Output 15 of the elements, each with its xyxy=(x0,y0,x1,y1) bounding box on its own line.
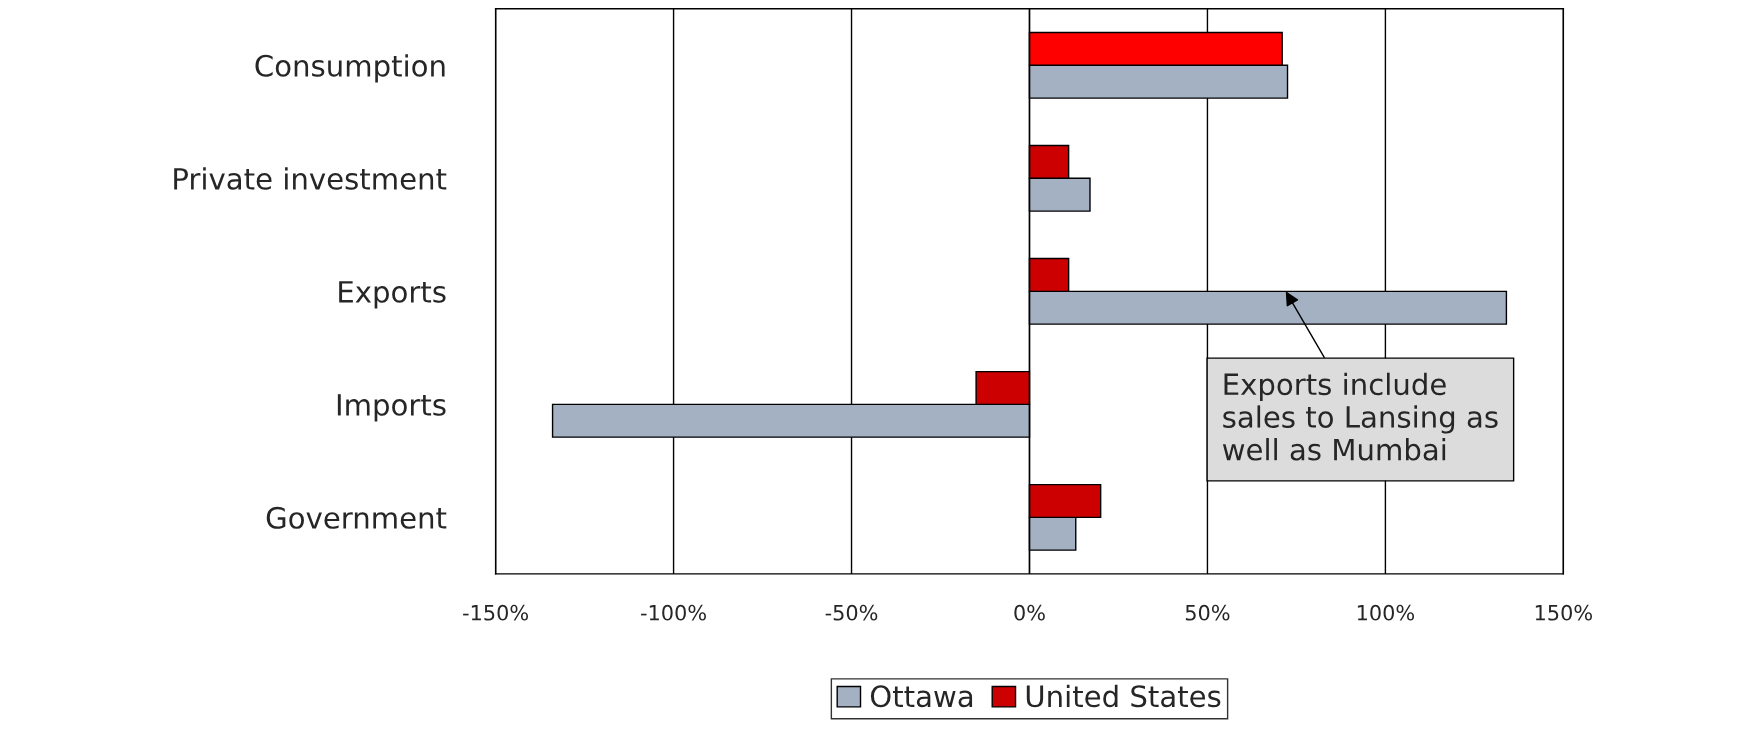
y-tick-label: Government xyxy=(266,506,447,529)
x-tick-label: -100% xyxy=(641,604,706,621)
y-tick-label: Imports xyxy=(337,394,446,422)
x-tick-label: -150% xyxy=(463,604,528,621)
x-tick-label: -50% xyxy=(825,604,878,621)
y-tick-label: Consumption xyxy=(255,54,445,83)
x-tick-label: 50% xyxy=(1185,604,1230,621)
annotation: Exports include sales to Lansing as well as Mumbai xyxy=(1222,372,1498,461)
x-tick-label: 100% xyxy=(1357,604,1415,621)
y-tick-label: Exports xyxy=(339,281,446,309)
y-tick-label: Private investment xyxy=(174,167,447,190)
legend-label: Ottawa xyxy=(870,685,973,708)
x-tick-label: 150% xyxy=(1535,604,1592,621)
x-tick-label: 0% xyxy=(1014,604,1045,621)
legend-label: United States xyxy=(1026,684,1221,708)
